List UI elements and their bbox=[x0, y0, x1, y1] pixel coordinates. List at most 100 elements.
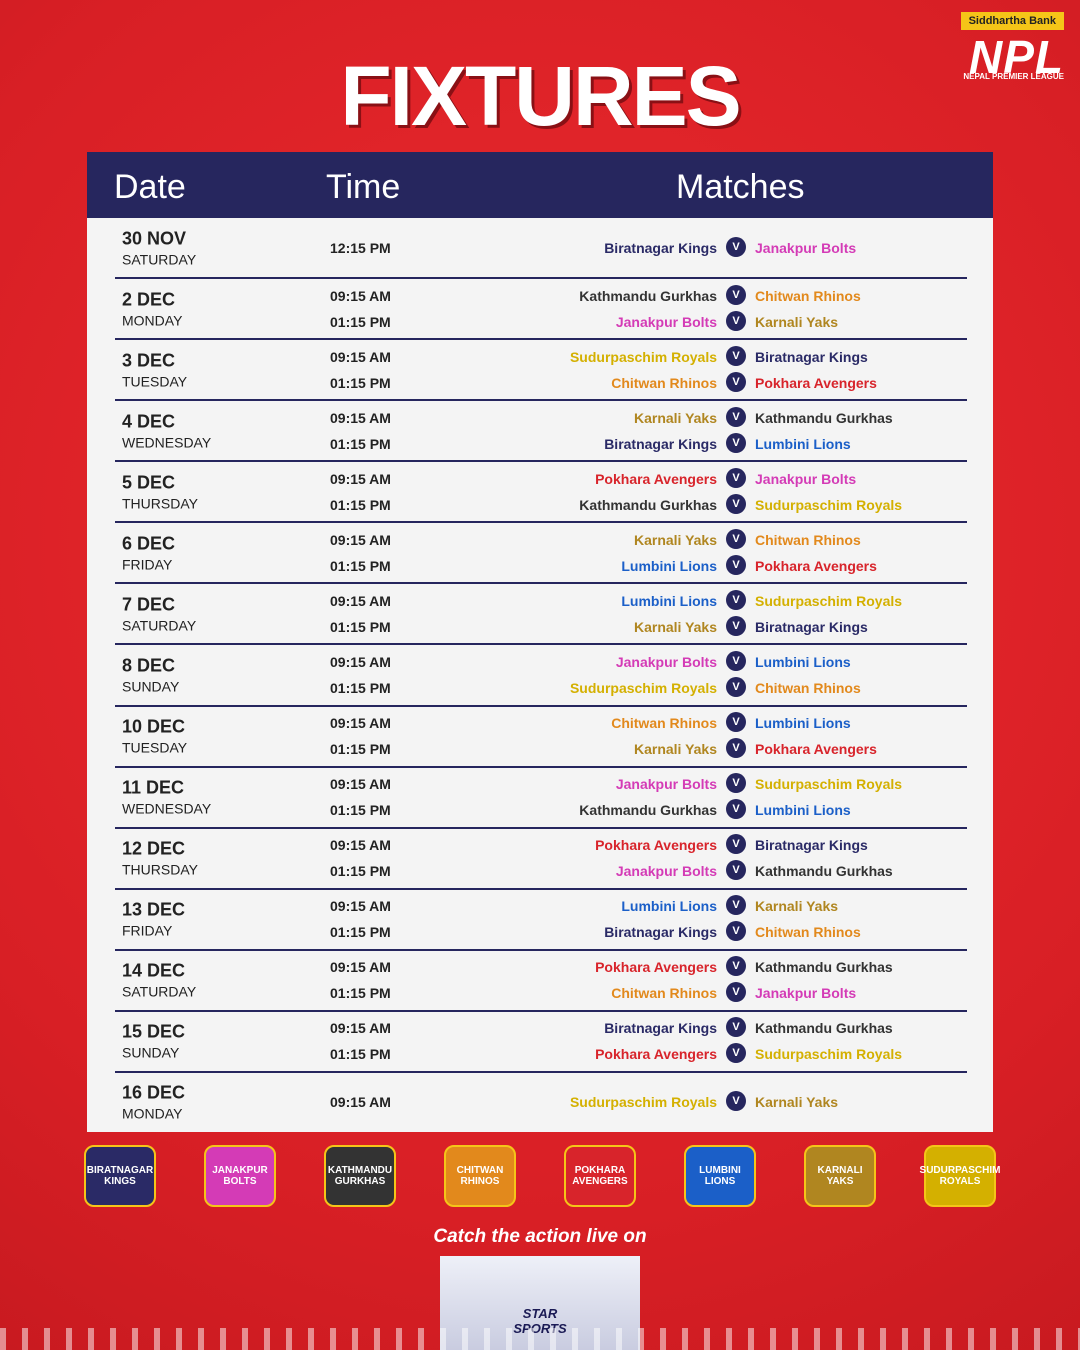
match-time: 01:15 PM bbox=[330, 313, 391, 330]
away-team: Sudurpaschim Royals bbox=[755, 1046, 903, 1063]
decor-strip bbox=[0, 1328, 1080, 1350]
team-logo: Chitwan Rhinos bbox=[444, 1145, 516, 1207]
title: FIXTURES bbox=[340, 49, 741, 143]
match: 01:15 PM Karnali Yaks V Pokhara Avengers bbox=[115, 736, 967, 762]
away-team: Kathmandu Gurkhas bbox=[755, 863, 893, 880]
date-cell: 13 DEC FRIDAY bbox=[122, 900, 185, 939]
versus-badge: V bbox=[726, 615, 746, 636]
match-time: 01:15 PM bbox=[330, 863, 391, 880]
match-time: 09:15 AM bbox=[330, 715, 391, 732]
fixture-row: 12 DEC THURSDAY 09:15 AM Pokhara Avengers V B… bbox=[115, 829, 967, 890]
versus-badge: V bbox=[726, 236, 746, 257]
versus-badge: V bbox=[726, 895, 746, 916]
date: 7 DEC bbox=[122, 594, 176, 615]
away-team: Janakpur Bolts bbox=[755, 470, 857, 487]
match: 01:15 PM Pokhara Avengers V Sudurpaschim Ro… bbox=[115, 1041, 967, 1067]
weekday: WEDNESDAY bbox=[122, 800, 212, 817]
date-cell: 5 DEC THURSDAY bbox=[122, 472, 198, 511]
date-cell: 11 DEC WEDNESDAY bbox=[122, 778, 211, 817]
away-team: Lumbini Lions bbox=[755, 435, 851, 452]
home-team: Pokhara Avengers bbox=[595, 1046, 717, 1063]
home-team: Biratnagar Kings bbox=[604, 435, 717, 452]
date: 11 DEC bbox=[122, 777, 185, 798]
date-cell: 10 DEC TUESDAY bbox=[122, 717, 187, 756]
away-team: Janakpur Bolts bbox=[755, 239, 857, 256]
weekday: SATURDAY bbox=[122, 617, 197, 634]
versus-badge: V bbox=[726, 528, 746, 549]
fixtures-table: Date Time Matches 30 NOV SATURDAY 12:15 PM… bbox=[87, 152, 993, 1132]
away-team: Chitwan Rhinos bbox=[755, 924, 861, 941]
home-team: Janakpur Bolts bbox=[615, 313, 717, 330]
match-list: 09:15 AM Chitwan Rhinos V Lumbini Lions 01:1… bbox=[115, 710, 967, 762]
fixture-row: 3 DEC TUESDAY 09:15 AM Sudurpaschim Royals V… bbox=[115, 340, 967, 402]
home-team: Biratnagar Kings bbox=[604, 239, 717, 256]
versus-badge: V bbox=[726, 284, 746, 305]
team-logo: Janakpur Bolts bbox=[204, 1145, 276, 1207]
match-time: 01:15 PM bbox=[330, 557, 391, 574]
match-list: 09:15 AM Sudurpaschim Royals V Karnali Yaks bbox=[115, 1089, 967, 1115]
away-team: Pokhara Avengers bbox=[755, 741, 877, 758]
away-team: Pokhara Avengers bbox=[755, 557, 877, 574]
match: 01:15 PM Kathmandu Gurkhas V Lumbini Lions bbox=[115, 797, 967, 823]
versus-badge: V bbox=[726, 921, 746, 942]
team-logo: Sudurpaschim Royals bbox=[920, 1145, 1000, 1207]
versus-badge: V bbox=[726, 956, 746, 977]
weekday: TUESDAY bbox=[122, 373, 188, 390]
home-team: Sudurpaschim Royals bbox=[569, 348, 717, 365]
weekday: SUNDAY bbox=[122, 1044, 180, 1061]
match-time: 09:15 AM bbox=[330, 592, 391, 609]
match-time: 01:15 PM bbox=[330, 618, 391, 635]
match-list: 09:15 AM Janakpur Bolts V Lumbini Lions 01:1… bbox=[115, 649, 967, 701]
weekday: THURSDAY bbox=[122, 495, 198, 512]
match-list: 09:15 AM Karnali Yaks V Chitwan Rhinos 01:15… bbox=[115, 527, 967, 579]
weekday: WEDNESDAY bbox=[122, 434, 212, 451]
league-logo: NPL bbox=[969, 31, 1064, 83]
match-list: 12:15 PM Biratnagar Kings V Janakpur Bolts bbox=[115, 235, 967, 261]
home-team: Lumbini Lions bbox=[621, 557, 717, 574]
match: 01:15 PM Janakpur Bolts V Kathmandu Gurkhas bbox=[115, 858, 967, 884]
weekday: SATURDAY bbox=[122, 251, 197, 268]
match-time: 01:15 PM bbox=[330, 985, 391, 1002]
match: 09:15 AM Lumbini Lions V Karnali Yaks bbox=[115, 893, 967, 919]
match: 09:15 AM Lumbini Lions V Sudurpaschim Royal… bbox=[115, 588, 967, 614]
fixture-row: 11 DEC WEDNESDAY 09:15 AM Janakpur Bolts V Su… bbox=[115, 768, 967, 829]
home-team: Lumbini Lions bbox=[621, 592, 717, 609]
home-team: Pokhara Avengers bbox=[595, 837, 717, 854]
away-team: Karnali Yaks bbox=[755, 313, 839, 330]
away-team: Sudurpaschim Royals bbox=[755, 776, 903, 793]
fixture-row: 2 DEC MONDAY 09:15 AM Kathmandu Gurkhas V Chi… bbox=[115, 279, 967, 341]
versus-badge: V bbox=[726, 650, 746, 671]
home-team: Kathmandu Gurkhas bbox=[579, 496, 717, 513]
versus-badge: V bbox=[726, 554, 746, 575]
date-cell: 15 DEC SUNDAY bbox=[122, 1022, 185, 1061]
match-time: 09:15 AM bbox=[330, 959, 391, 976]
versus-badge: V bbox=[726, 589, 746, 610]
versus-badge: V bbox=[726, 773, 746, 794]
match: 01:15 PM Sudurpaschim Royals V Chitwan Rhin… bbox=[115, 675, 967, 701]
away-team: Biratnagar Kings bbox=[755, 837, 868, 854]
date-cell: 30 NOV SATURDAY bbox=[122, 228, 196, 267]
match-time: 09:15 AM bbox=[330, 837, 391, 854]
date: 12 DEC bbox=[122, 838, 186, 859]
date-cell: 7 DEC SATURDAY bbox=[122, 594, 196, 633]
team-logos: Biratnagar Kings Janakpur Bolts Kathmandu … bbox=[60, 1145, 1020, 1207]
fixture-row: 8 DEC SUNDAY 09:15 AM Janakpur Bolts V Lumbin… bbox=[115, 645, 967, 707]
weekday: THURSDAY bbox=[122, 861, 198, 878]
match-time: 01:15 PM bbox=[330, 435, 391, 452]
versus-badge: V bbox=[726, 467, 746, 488]
versus-badge: V bbox=[726, 1017, 746, 1038]
date-cell: 8 DEC SUNDAY bbox=[122, 655, 179, 694]
home-team: Janakpur Bolts bbox=[615, 863, 717, 880]
match: 09:15 AM Sudurpaschim Royals V Karnali Yaks bbox=[115, 1089, 967, 1115]
date: 15 DEC bbox=[122, 1021, 186, 1042]
away-team: Chitwan Rhinos bbox=[755, 531, 861, 548]
home-team: Kathmandu Gurkhas bbox=[579, 802, 717, 819]
versus-badge: V bbox=[726, 982, 746, 1003]
versus-badge: V bbox=[726, 371, 746, 392]
away-team: Kathmandu Gurkhas bbox=[755, 959, 893, 976]
date-cell: 12 DEC THURSDAY bbox=[122, 839, 198, 878]
versus-badge: V bbox=[726, 799, 746, 820]
away-team: Karnali Yaks bbox=[755, 898, 839, 915]
match-list: 09:15 AM Pokhara Avengers V Biratnagar King… bbox=[115, 832, 967, 884]
